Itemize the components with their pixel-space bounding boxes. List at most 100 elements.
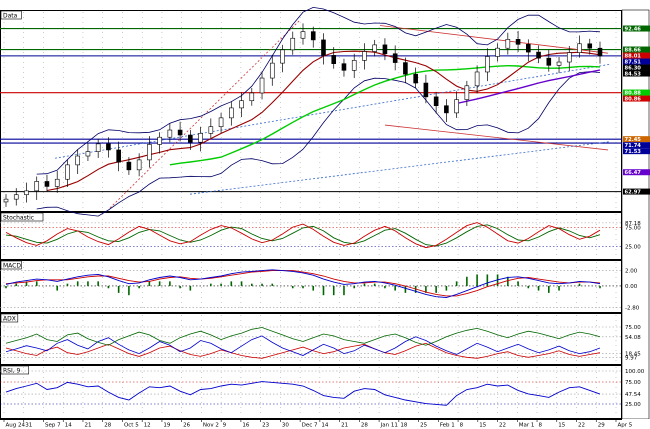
- price-tag: 80.86: [625, 97, 642, 103]
- candle-body: [44, 181, 50, 187]
- price-tag-box: [623, 70, 650, 77]
- stoch-k-line: [5, 222, 601, 249]
- x-tick-label: 25: [420, 423, 427, 429]
- panel-frame-rsi: [0, 365, 622, 419]
- red-channel-line: [379, 25, 609, 54]
- price-tag-box: [623, 89, 650, 96]
- x-tick-label: 14: [321, 423, 328, 429]
- x-tick-label: Oct 5: [124, 423, 139, 429]
- price-tag: 88.66: [625, 48, 642, 54]
- candle-body: [280, 49, 285, 64]
- price-tag: 80.88: [625, 91, 642, 97]
- y-tick-label-rsi: 25.00: [625, 402, 641, 408]
- candle-body: [54, 178, 60, 187]
- candle-body: [95, 143, 101, 152]
- candle-body: [351, 60, 357, 71]
- x-tick-label: 26: [183, 423, 190, 429]
- candle-body: [65, 164, 70, 180]
- panel-label-box-macd: [0, 260, 22, 270]
- x-tick-label: Aug 24: [6, 423, 26, 429]
- candle-body: [464, 85, 470, 100]
- panel-frame-stoch: [0, 212, 622, 260]
- candle-body: [208, 126, 214, 134]
- ma-slow-line: [169, 64, 601, 166]
- price-tag: 84.53: [625, 72, 642, 78]
- panel-label-macd: MACD: [3, 262, 21, 269]
- y-tick-label-macd: 0.00: [625, 284, 638, 290]
- y-tick-label-stoch: 87.18: [625, 221, 641, 227]
- price-tag: 72.45: [625, 137, 642, 143]
- x-tick-label: 12: [144, 423, 151, 429]
- candle-body: [372, 44, 377, 52]
- ma-long-line: [456, 69, 601, 105]
- candle-body: [290, 37, 296, 51]
- candle-body: [382, 44, 388, 55]
- panel-label-stoch: Stochastic: [3, 214, 34, 221]
- candle-body: [433, 96, 439, 107]
- x-tick-label: Jan 11: [380, 423, 398, 429]
- candle-body: [310, 31, 316, 41]
- x-tick-label: 22: [499, 423, 506, 429]
- price-tag: 88.01: [625, 54, 642, 60]
- candle-body: [239, 100, 244, 109]
- candle-body: [126, 161, 132, 171]
- x-tick-label: 23: [262, 423, 269, 429]
- x-tick-label: Dec 7: [302, 423, 318, 429]
- candle-body: [566, 52, 572, 63]
- price-tag: 71.74: [625, 143, 642, 149]
- price-tag-box: [623, 136, 650, 143]
- x-tick-label: 16: [242, 423, 249, 429]
- stoch-d-line: [5, 224, 601, 247]
- x-tick-label: Apr 5: [618, 423, 633, 429]
- price-tag-box: [623, 188, 650, 195]
- candle-body: [24, 190, 29, 196]
- panel-label-adx: ADX: [3, 315, 16, 322]
- candle-body: [444, 105, 449, 114]
- candle-body: [495, 47, 500, 57]
- candle-body: [321, 39, 326, 56]
- y-tick-label-adx: 9.97: [625, 355, 638, 361]
- bollinger-upper: [36, 6, 601, 175]
- candle-body: [392, 53, 398, 63]
- y-tick-label-adx: 18.45: [625, 351, 641, 357]
- y-tick-label-adx: 54.08: [625, 335, 641, 341]
- macd-line: [5, 269, 601, 298]
- x-tick-label: 30: [282, 423, 289, 429]
- panel-label-price: Data: [3, 12, 18, 19]
- price-tag: 87.51: [625, 60, 642, 66]
- price-tag-box: [623, 46, 650, 53]
- price-tag: 71.53: [625, 149, 642, 155]
- panel-label-box-stoch: [0, 212, 44, 222]
- candle-body: [403, 62, 408, 75]
- di-plus-line: [5, 327, 601, 346]
- y-tick-label-rsi: 75.00: [625, 380, 641, 386]
- candle-body: [474, 71, 480, 87]
- y-tick-label-stoch: 25.00: [625, 245, 641, 251]
- red-channel-line: [384, 124, 609, 151]
- candle-body: [300, 31, 306, 39]
- x-tick-label: 8: [460, 423, 464, 429]
- candle-body: [526, 44, 531, 53]
- panel-frame-adx: [0, 313, 622, 365]
- candle-body: [85, 151, 91, 157]
- x-tick-label: 31: [25, 423, 32, 429]
- candle-body: [587, 43, 593, 49]
- x-tick-label: 15: [558, 423, 565, 429]
- panel-label-box-price: [0, 10, 22, 20]
- price-tag: 92.46: [625, 27, 642, 33]
- candle-body: [423, 82, 429, 98]
- blue-channel-line: [189, 141, 611, 195]
- candle-body: [198, 133, 203, 143]
- candle-body: [13, 194, 19, 200]
- x-tick-label: Feb 1: [440, 423, 455, 429]
- x-axis-strip: [0, 419, 650, 429]
- price-tag: 66.47: [625, 170, 642, 176]
- adx-line: [5, 335, 601, 356]
- x-tick-label: 18: [400, 423, 407, 429]
- candle-body: [3, 198, 9, 203]
- candle-body: [147, 144, 152, 161]
- panel-label-box-adx: [0, 313, 19, 323]
- candle-body: [34, 181, 40, 192]
- candle-body: [136, 159, 142, 171]
